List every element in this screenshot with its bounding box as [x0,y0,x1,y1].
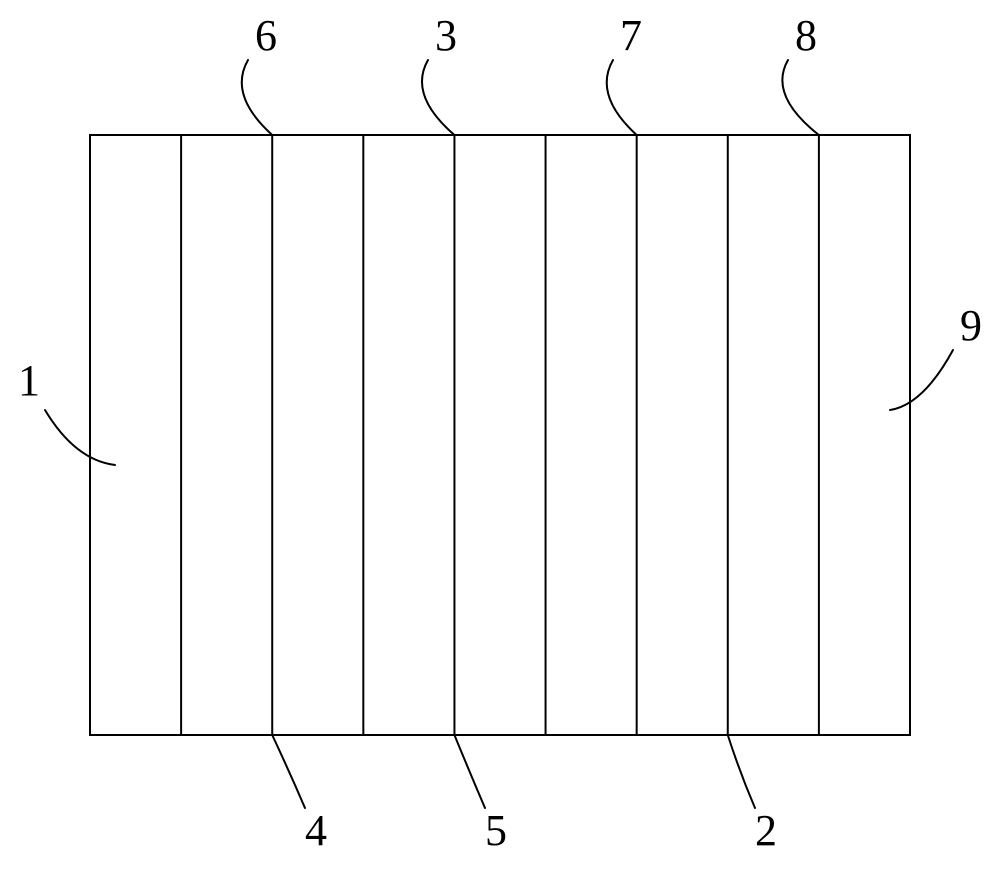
label-9: 9 [960,301,982,350]
label-4: 4 [305,806,327,855]
label-7: 7 [620,11,642,60]
leader-1 [45,410,115,465]
leader-2 [728,735,755,808]
leader-9 [890,350,953,410]
leader-8 [782,60,819,135]
label-6: 6 [255,11,277,60]
label-2: 2 [755,806,777,855]
label-1: 1 [18,356,40,405]
label-3: 3 [435,11,457,60]
label-8: 8 [795,11,817,60]
label-5: 5 [485,806,507,855]
leader-7 [607,60,637,135]
diagram-svg: 1 6 3 7 8 9 4 5 2 [0,0,1000,880]
leader-4 [272,735,305,808]
outer-rect [90,135,910,735]
leader-6 [242,60,272,135]
leader-3 [422,60,454,135]
leader-5 [454,735,485,808]
